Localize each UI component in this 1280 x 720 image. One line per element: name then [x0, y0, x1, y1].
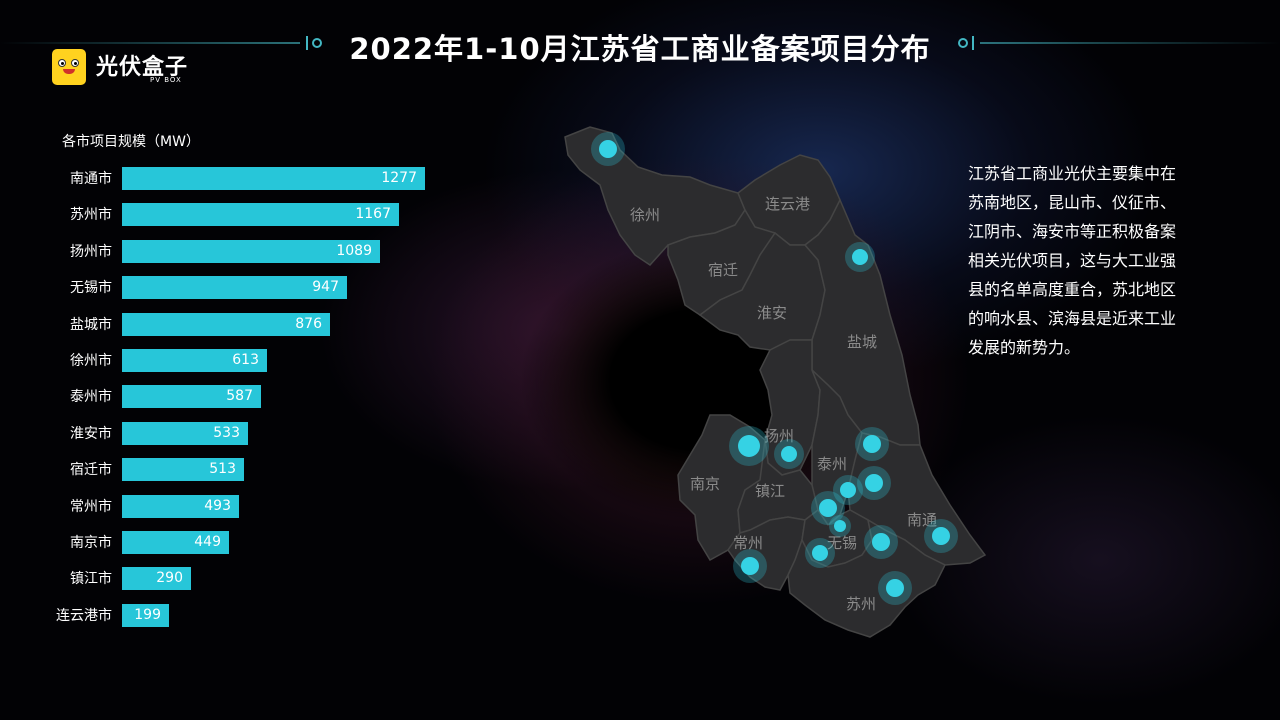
bar-row: 盐城市 876	[0, 312, 330, 337]
map-region-nantong	[847, 432, 987, 566]
map-label-wuxi: 无锡	[827, 534, 857, 552]
map-marker	[733, 549, 767, 583]
bar-category-label: 盐城市	[70, 316, 112, 333]
bar-row: 常州市 493	[0, 494, 239, 519]
bar: 1089	[122, 239, 380, 263]
map-marker	[878, 571, 912, 605]
map-label-zhenjiang: 镇江	[755, 482, 785, 500]
bar-row: 徐州市 613	[0, 349, 267, 373]
logo: 光伏盒子 PV BOX	[52, 49, 202, 89]
map-marker	[857, 466, 891, 500]
map-label-xuzhou: 徐州	[630, 206, 660, 224]
description-text: 江苏省工商业光伏主要集中在苏南地区，昆山市、仪征市、江阴市、海安市等正积极备案相…	[968, 164, 1177, 357]
bar-value-label: 199	[134, 606, 161, 623]
bar: 533	[122, 421, 248, 445]
map-label-yangzhou: 扬州	[764, 427, 794, 445]
map-label-changzhou: 常州	[733, 534, 763, 552]
map-marker	[864, 525, 898, 559]
map-marker	[591, 132, 625, 166]
bar: 947	[122, 276, 347, 300]
bar-value-label: 947	[312, 279, 339, 296]
bar-value-label: 876	[295, 315, 322, 332]
bar: 1277	[122, 167, 425, 190]
bar-category-label: 宿迁市	[70, 462, 112, 479]
map-marker	[729, 426, 769, 466]
bar-value-label: 290	[156, 570, 183, 587]
map-marker	[924, 519, 958, 553]
map-label-nantong: 南通	[907, 511, 937, 529]
bar-category-label: 镇江市	[70, 571, 112, 588]
bar-value-label: 449	[194, 534, 221, 550]
map-marker	[774, 439, 804, 469]
bar: 493	[122, 494, 239, 518]
header-dot-right	[958, 38, 968, 48]
bar-category-label: 泰州市	[70, 389, 112, 406]
header-line-right	[980, 42, 1280, 44]
bar-value-label: 613	[232, 352, 259, 368]
logo-mascot-icon	[52, 49, 86, 85]
bar-category-label: 常州市	[70, 498, 112, 515]
bar-value-label: 493	[204, 497, 231, 514]
bar: 587	[122, 385, 261, 409]
bar: 449	[122, 531, 229, 554]
header-line-left	[0, 42, 300, 44]
bar-row: 扬州市 1089	[0, 239, 380, 264]
bar: 1167	[122, 203, 399, 227]
map-marker	[845, 242, 875, 272]
bar: 613	[122, 349, 267, 372]
header-tick-right	[972, 36, 974, 50]
bar-category-label: 无锡市	[70, 280, 112, 297]
jiangsu-map: 徐州 连云港 宿迁 淮安 盐城 扬州 泰州 南京 镇江 南通 常州 无锡 苏州	[564, 126, 987, 638]
logo-text: 光伏盒子	[96, 55, 189, 80]
map-label-nanjing: 南京	[690, 475, 720, 493]
bar-row: 宿迁市 513	[0, 458, 244, 482]
map-label-yancheng: 盐城	[847, 333, 877, 351]
bar-category-label: 苏州市	[70, 207, 112, 224]
bar-row: 镇江市 290	[0, 567, 191, 591]
bar-row: 泰州市 587	[0, 385, 261, 409]
bar-row: 连云港市 199	[0, 603, 169, 628]
map-label-suqian: 宿迁	[708, 261, 738, 279]
bar-value-label: 513	[209, 461, 236, 478]
bar-category-label: 淮安市	[70, 425, 112, 442]
map-region-suzhou	[787, 518, 947, 638]
bar-row: 南京市 449	[0, 531, 229, 555]
bar: 876	[122, 312, 330, 336]
bar: 290	[122, 567, 191, 591]
map-marker	[811, 491, 845, 525]
header-tick-left	[306, 36, 308, 50]
bar-value-label: 1089	[336, 242, 372, 259]
map-marker	[855, 427, 889, 461]
bar-row: 淮安市 533	[0, 421, 248, 446]
bar-row: 苏州市 1167	[0, 203, 399, 227]
bar-value-label: 533	[213, 424, 240, 441]
chart-title: 各市项目规模（MW）	[62, 134, 200, 150]
map-label-lianyungang: 连云港	[765, 195, 810, 213]
bar-category-label: 徐州市	[70, 353, 112, 369]
map-label-huaian: 淮安	[757, 304, 787, 322]
bar-value-label: 587	[226, 388, 253, 405]
map-marker	[805, 538, 835, 568]
bar-row: 南通市 1277	[0, 167, 425, 191]
bar-category-label: 南京市	[70, 535, 112, 551]
bar: 513	[122, 458, 244, 482]
bar-value-label: 1167	[355, 206, 391, 223]
logo-subtext: PV BOX	[150, 76, 182, 84]
bar-row: 无锡市 947	[0, 276, 347, 300]
map-label-taizhou: 泰州	[817, 455, 847, 473]
header-dot-left	[312, 38, 322, 48]
bar-category-label: 连云港市	[56, 607, 112, 624]
bar-category-label: 南通市	[70, 171, 112, 187]
map-label-suzhou: 苏州	[846, 595, 876, 613]
bar-value-label: 1277	[381, 170, 417, 186]
map-marker	[829, 515, 851, 537]
map-marker	[833, 475, 863, 505]
page-title: 2022年1-10月江苏省工商业备案项目分布	[349, 32, 931, 66]
bar: 199	[122, 603, 169, 627]
bar-category-label: 扬州市	[70, 243, 112, 260]
